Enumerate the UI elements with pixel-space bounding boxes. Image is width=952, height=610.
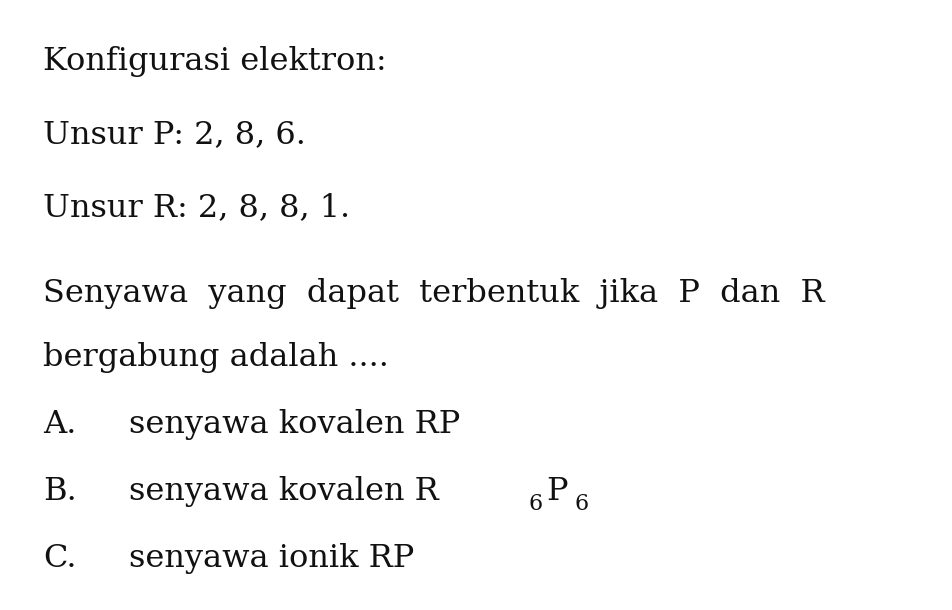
Text: Konfigurasi elektron:: Konfigurasi elektron: [43,46,387,77]
Text: B.: B. [43,476,76,507]
Text: Unsur R: 2, 8, 8, 1.: Unsur R: 2, 8, 8, 1. [43,192,350,223]
Text: 6: 6 [574,493,588,515]
Text: Unsur P: 2, 8, 6.: Unsur P: 2, 8, 6. [43,119,306,150]
Text: P: P [546,476,568,507]
Text: senyawa ionik RP: senyawa ionik RP [129,543,414,574]
Text: Senyawa  yang  dapat  terbentuk  jika  P  dan  R: Senyawa yang dapat terbentuk jika P dan … [43,278,824,309]
Text: A.: A. [43,409,76,440]
Text: bergabung adalah ....: bergabung adalah .... [43,342,388,373]
Text: senyawa kovalen R: senyawa kovalen R [129,476,438,507]
Text: C.: C. [43,543,76,574]
Text: 6: 6 [528,493,543,515]
Text: senyawa kovalen RP: senyawa kovalen RP [129,409,460,440]
